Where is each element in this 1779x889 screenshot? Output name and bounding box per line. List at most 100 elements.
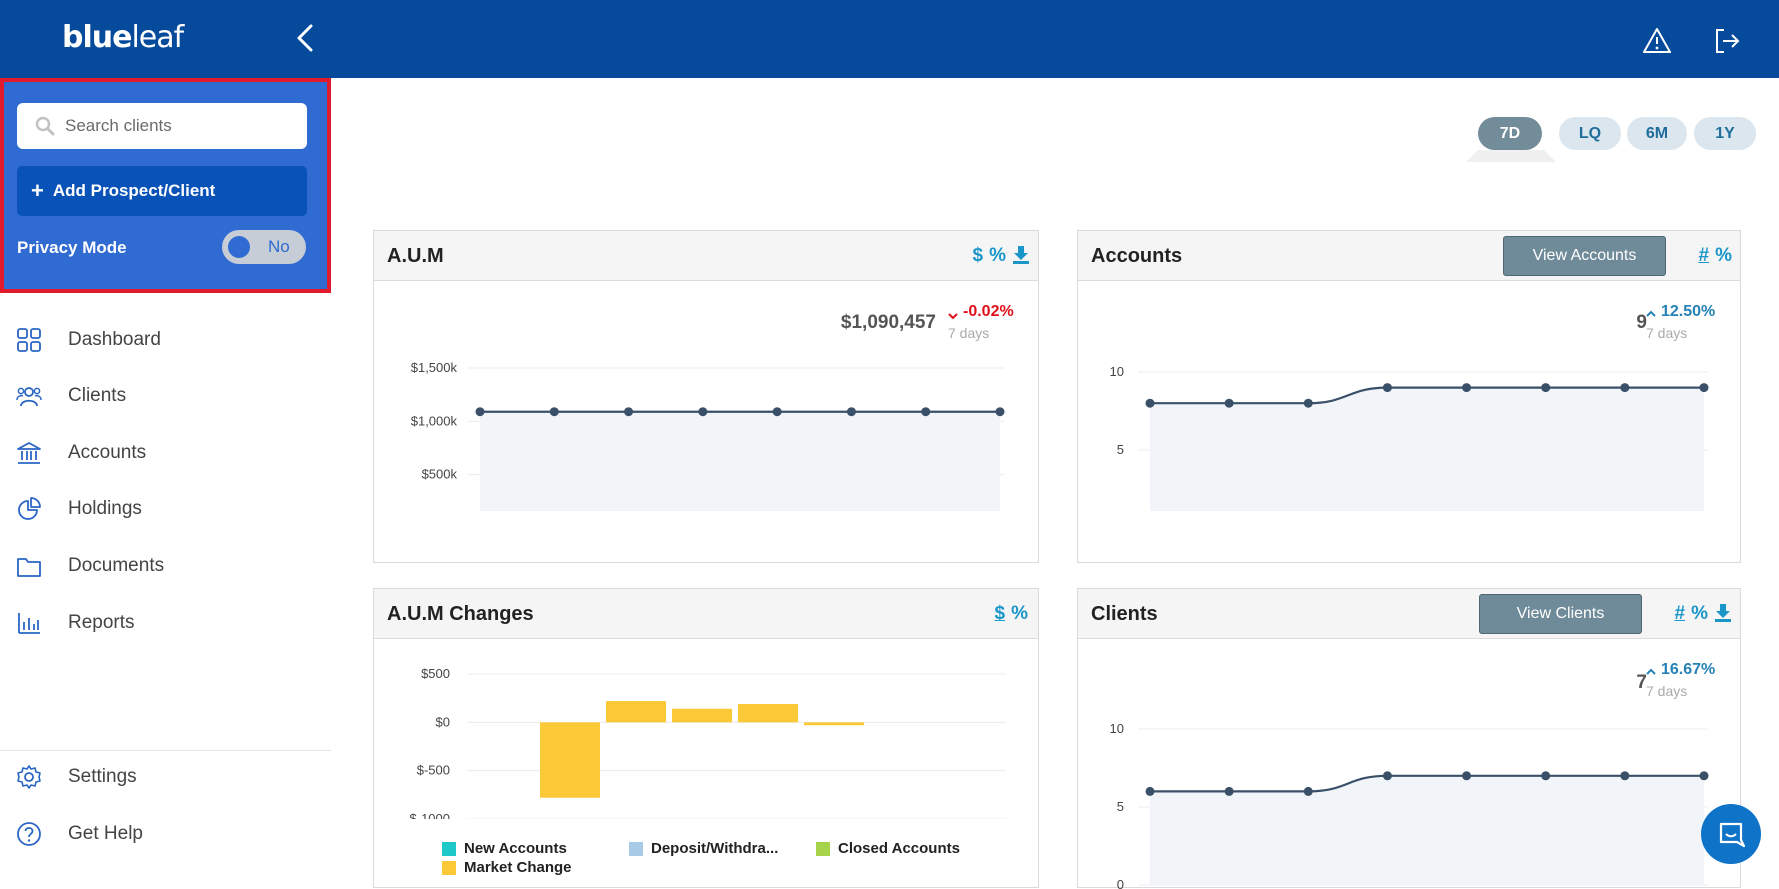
data-point bbox=[1224, 398, 1234, 408]
aum-changes-card: A.U.M Changes $ % $500 $0 $-500 $-1000 New … bbox=[373, 588, 1039, 888]
y-tick-label: 5 bbox=[1117, 799, 1124, 814]
card-title: Accounts bbox=[1091, 245, 1183, 267]
count-unit-link[interactable]: # bbox=[1674, 603, 1686, 624]
view-clients-button[interactable]: View Clients bbox=[1479, 594, 1642, 634]
chat-launcher-button[interactable] bbox=[1701, 804, 1761, 864]
sidebar-item-dashboard[interactable]: Dashboard bbox=[0, 315, 331, 365]
sidebar-quick-actions: + Add Prospect/Client Privacy Mode No bbox=[0, 78, 331, 293]
legend-swatch bbox=[816, 841, 830, 856]
aum-changes-chart: $500 $0 $-500 $-1000 bbox=[410, 666, 1006, 819]
data-point bbox=[995, 407, 1005, 417]
privacy-mode-toggle[interactable]: No bbox=[222, 230, 306, 264]
data-point bbox=[1382, 383, 1392, 393]
data-point bbox=[921, 407, 931, 417]
help-circle-icon bbox=[17, 822, 41, 846]
unit-toggle: $ % bbox=[995, 603, 1028, 625]
data-point bbox=[624, 407, 634, 417]
percent-unit-link[interactable]: % bbox=[1691, 603, 1708, 624]
add-prospect-client-button[interactable]: + Add Prospect/Client bbox=[17, 166, 307, 216]
aum-period: 7 days bbox=[948, 325, 990, 341]
data-point bbox=[1541, 771, 1551, 781]
logout-icon[interactable] bbox=[1712, 26, 1742, 56]
brand-logo[interactable]: blueleaf bbox=[62, 20, 184, 55]
clients-chart: 10 5 0 bbox=[1110, 721, 1709, 889]
sidebar-item-label: Settings bbox=[68, 766, 137, 787]
sidebar-item-documents[interactable]: Documents bbox=[0, 541, 331, 591]
range-lq-button[interactable]: LQ bbox=[1559, 117, 1621, 150]
y-tick-label: $1,500k bbox=[411, 360, 458, 375]
sidebar-item-holdings[interactable]: Holdings bbox=[0, 484, 331, 534]
y-tick-label: 10 bbox=[1110, 721, 1124, 736]
sidebar-item-clients[interactable]: Clients bbox=[0, 371, 331, 421]
folder-icon bbox=[17, 558, 41, 577]
percent-unit-link[interactable]: % bbox=[989, 245, 1006, 266]
accounts-value-block: 9 bbox=[1636, 312, 1647, 334]
percent-unit-link[interactable]: % bbox=[1011, 603, 1028, 624]
count-unit-link[interactable]: # bbox=[1698, 245, 1710, 266]
warning-triangle-icon[interactable] bbox=[1642, 26, 1672, 56]
dollar-unit-link[interactable]: $ bbox=[994, 603, 1006, 624]
clients-card: Clients View Clients # % 7 16.67% 7 days… bbox=[1077, 588, 1741, 889]
card-title: A.U.M Changes bbox=[387, 603, 534, 625]
bar-chart-icon bbox=[18, 613, 40, 634]
range-1y-button[interactable]: 1Y bbox=[1694, 117, 1756, 150]
chevron-left-icon[interactable] bbox=[293, 20, 317, 56]
range-6m-button[interactable]: 6M bbox=[1627, 117, 1687, 150]
dollar-unit-link[interactable]: $ bbox=[972, 245, 984, 266]
series-line bbox=[1150, 386, 1704, 405]
y-tick-label: $1,000k bbox=[411, 413, 458, 428]
search-input[interactable] bbox=[65, 113, 295, 139]
data-point bbox=[1382, 771, 1392, 781]
chat-icon bbox=[1719, 822, 1745, 848]
card-title: A.U.M bbox=[387, 245, 444, 267]
toggle-knob bbox=[228, 236, 250, 258]
view-accounts-button[interactable]: View Accounts bbox=[1503, 236, 1666, 276]
series-area bbox=[1150, 387, 1704, 511]
sidebar-item-accounts[interactable]: Accounts bbox=[0, 428, 331, 478]
grid-icon bbox=[17, 328, 41, 352]
download-icon[interactable] bbox=[1714, 603, 1732, 623]
bank-icon bbox=[17, 442, 41, 464]
y-tick-label: 0 bbox=[1117, 877, 1124, 889]
bar bbox=[738, 703, 798, 723]
y-tick-label: $0 bbox=[436, 714, 450, 729]
bar bbox=[540, 722, 600, 798]
data-point bbox=[1462, 383, 1472, 393]
sidebar-item-settings[interactable]: Settings bbox=[0, 752, 331, 802]
legend-label: New Accounts bbox=[464, 840, 567, 857]
accounts-value: 9 bbox=[1636, 312, 1647, 333]
data-point bbox=[1303, 398, 1313, 408]
accounts-card: Accounts View Accounts # % 9 12.50% 7 da… bbox=[1077, 230, 1741, 563]
sidebar-item-label: Holdings bbox=[68, 498, 142, 519]
sidebar-item-label: Dashboard bbox=[68, 329, 161, 350]
data-point bbox=[1462, 771, 1472, 781]
privacy-mode-label: Privacy Mode bbox=[17, 238, 127, 257]
legend-market-change[interactable]: Market Change bbox=[442, 859, 572, 876]
legend-new-accounts[interactable]: New Accounts bbox=[442, 840, 567, 857]
legend-deposit-withdraw[interactable]: Deposit/Withdra... bbox=[629, 840, 778, 857]
legend-swatch bbox=[442, 841, 456, 856]
data-point bbox=[1145, 786, 1155, 796]
sidebar-item-reports[interactable]: Reports bbox=[0, 598, 331, 648]
legend-closed-accounts[interactable]: Closed Accounts bbox=[816, 840, 960, 857]
bar bbox=[606, 701, 666, 723]
range-7d-button[interactable]: 7D bbox=[1478, 117, 1542, 150]
download-icon[interactable] bbox=[1012, 245, 1030, 265]
sidebar-item-label: Get Help bbox=[68, 823, 143, 844]
percent-unit-link[interactable]: % bbox=[1715, 245, 1732, 266]
pie-chart-icon bbox=[18, 497, 41, 520]
clients-value-block: 7 bbox=[1636, 672, 1647, 694]
sidebar-item-get-help[interactable]: Get Help bbox=[0, 809, 331, 859]
bar bbox=[672, 708, 732, 723]
data-point bbox=[1224, 786, 1234, 796]
search-icon bbox=[35, 116, 55, 136]
card-header: A.U.M Changes $ % bbox=[374, 589, 1038, 639]
card-title: Clients bbox=[1091, 603, 1158, 625]
data-point bbox=[1699, 771, 1709, 781]
legend-label: Market Change bbox=[464, 859, 572, 876]
unit-toggle: $ % bbox=[973, 245, 1030, 267]
aum-value: $1,090,457 bbox=[840, 312, 936, 333]
accounts-period: 7 days bbox=[1646, 325, 1688, 341]
aum-value-block: $1,090,457 bbox=[841, 312, 936, 334]
data-point bbox=[772, 407, 782, 417]
